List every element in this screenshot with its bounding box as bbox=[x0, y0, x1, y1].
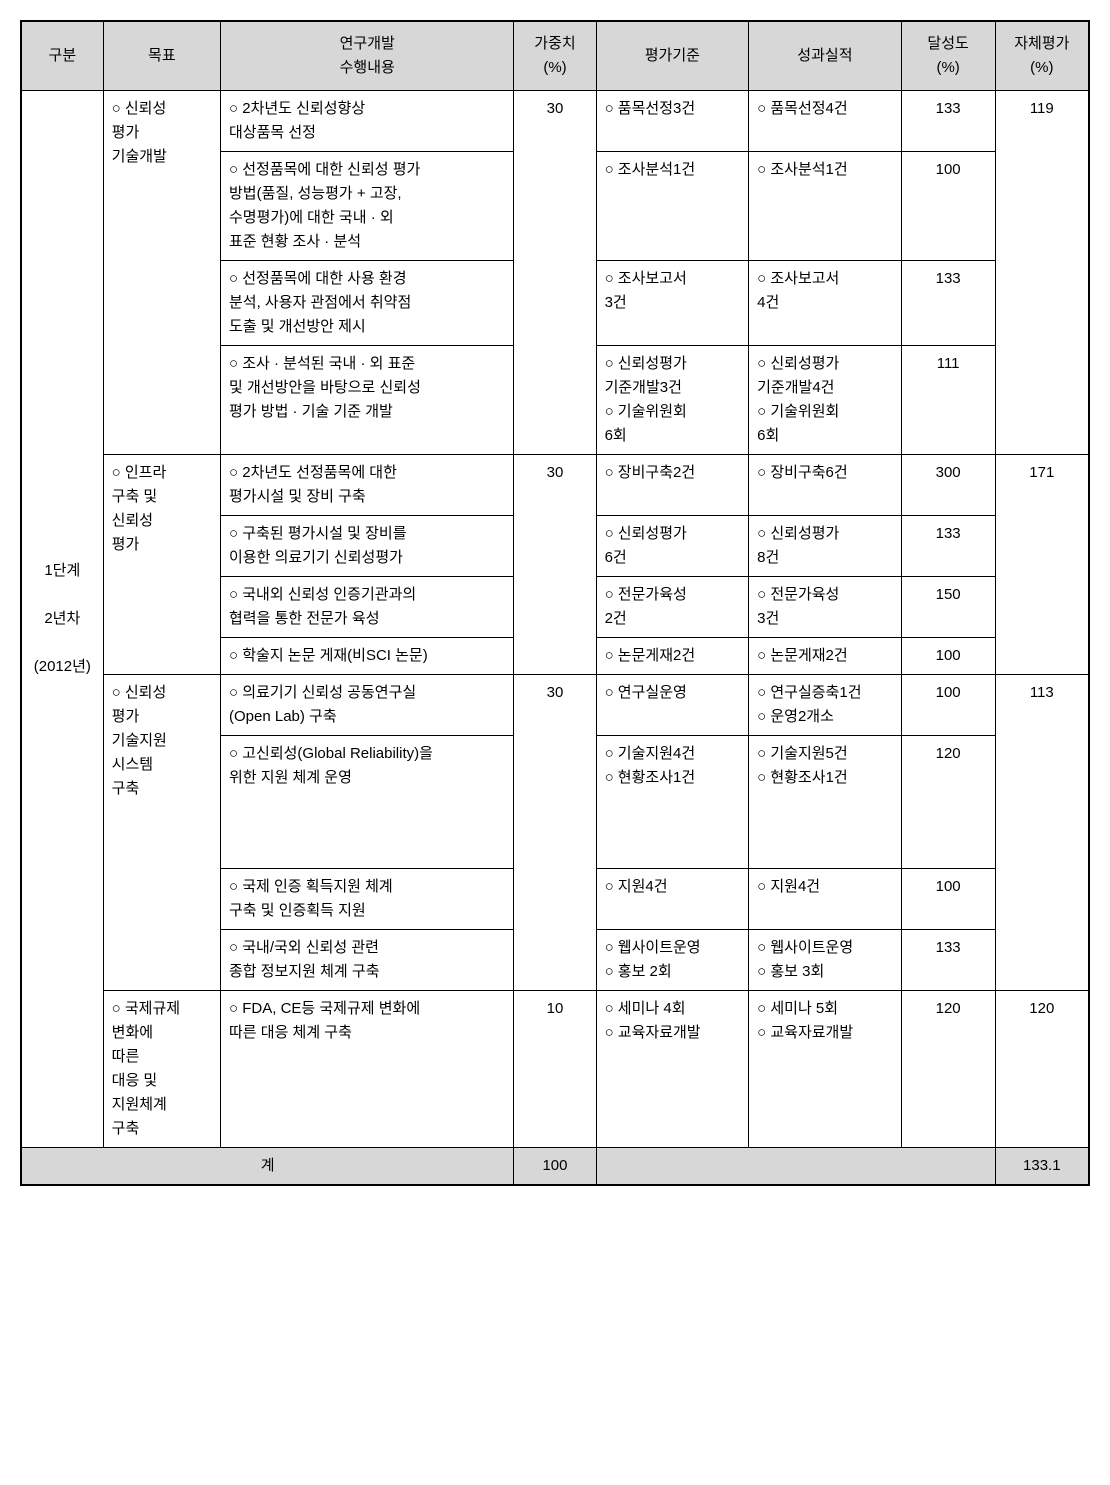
header-selfeval: 자체평가 (%) bbox=[995, 21, 1089, 91]
header-goal: 목표 bbox=[103, 21, 220, 91]
criteria-cell: ○ 연구실운영 bbox=[596, 675, 749, 736]
content-cell: ○ 조사 · 분석된 국내 · 외 표준 및 개선방안을 바탕으로 신뢰성 평가… bbox=[221, 346, 514, 455]
weight-cell: 30 bbox=[514, 455, 596, 675]
content-cell: ○ 국내/국외 신뢰성 관련 종합 정보지원 체계 구축 bbox=[221, 930, 514, 991]
selfeval-cell: 113 bbox=[995, 675, 1089, 991]
selfeval-cell: 171 bbox=[995, 455, 1089, 675]
content-cell: ○ 구축된 평가시설 및 장비를 이용한 의료기기 신뢰성평가 bbox=[221, 516, 514, 577]
result-cell: ○ 장비구축6건 bbox=[749, 455, 902, 516]
achieve-cell: 150 bbox=[901, 577, 995, 638]
header-category: 구분 bbox=[21, 21, 103, 91]
goal-cell: ○ 신뢰성 평가 기술개발 bbox=[103, 91, 220, 455]
achieve-cell: 133 bbox=[901, 91, 995, 152]
content-cell: ○ 국제 인증 획득지원 체계 구축 및 인증획득 지원 bbox=[221, 869, 514, 930]
header-weight: 가중치 (%) bbox=[514, 21, 596, 91]
result-cell: ○ 기술지원5건 ○ 현황조사1건 bbox=[749, 736, 902, 869]
content-cell: ○ 고신뢰성(Global Reliability)을 위한 지원 체계 운영 bbox=[221, 736, 514, 869]
weight-cell: 30 bbox=[514, 675, 596, 991]
content-cell: ○ FDA, CE등 국제규제 변화에 따른 대응 체계 구축 bbox=[221, 991, 514, 1148]
evaluation-table: 구분 목표 연구개발 수행내용 가중치 (%) 평가기준 성과실적 달성도 (%… bbox=[20, 20, 1090, 1186]
header-criteria: 평가기준 bbox=[596, 21, 749, 91]
result-cell: ○ 조사보고서 4건 bbox=[749, 261, 902, 346]
goal-cell: ○ 신뢰성 평가 기술지원 시스템 구축 bbox=[103, 675, 220, 991]
header-content: 연구개발 수행내용 bbox=[221, 21, 514, 91]
goal-cell: ○ 국제규제 변화에 따른 대응 및 지원체계 구축 bbox=[103, 991, 220, 1148]
header-achieve: 달성도 (%) bbox=[901, 21, 995, 91]
content-cell: ○ 선정품목에 대한 신뢰성 평가 방법(품질, 성능평가 + 고장, 수명평가… bbox=[221, 152, 514, 261]
criteria-cell: ○ 세미나 4회 ○ 교육자료개발 bbox=[596, 991, 749, 1148]
achieve-cell: 100 bbox=[901, 638, 995, 675]
achieve-cell: 100 bbox=[901, 869, 995, 930]
content-cell: ○ 2차년도 신뢰성향상 대상품목 선정 bbox=[221, 91, 514, 152]
selfeval-cell: 119 bbox=[995, 91, 1089, 455]
content-cell: ○ 2차년도 선정품목에 대한 평가시설 및 장비 구축 bbox=[221, 455, 514, 516]
achieve-cell: 133 bbox=[901, 261, 995, 346]
achieve-cell: 111 bbox=[901, 346, 995, 455]
achieve-cell: 133 bbox=[901, 930, 995, 991]
header-result: 성과실적 bbox=[749, 21, 902, 91]
result-cell: ○ 조사분석1건 bbox=[749, 152, 902, 261]
weight-cell: 10 bbox=[514, 991, 596, 1148]
selfeval-cell: 120 bbox=[995, 991, 1089, 1148]
result-cell: ○ 세미나 5회 ○ 교육자료개발 bbox=[749, 991, 902, 1148]
criteria-cell: ○ 논문게재2건 bbox=[596, 638, 749, 675]
criteria-cell: ○ 기술지원4건 ○ 현황조사1건 bbox=[596, 736, 749, 869]
table-row: ○ 국제규제 변화에 따른 대응 및 지원체계 구축 ○ FDA, CE등 국제… bbox=[21, 991, 1089, 1148]
result-cell: ○ 신뢰성평가 기준개발4건 ○ 기술위원회 6회 bbox=[749, 346, 902, 455]
content-cell: ○ 선정품목에 대한 사용 환경 분석, 사용자 관점에서 취약점 도출 및 개… bbox=[221, 261, 514, 346]
criteria-cell: ○ 전문가육성 2건 bbox=[596, 577, 749, 638]
criteria-cell: ○ 장비구축2건 bbox=[596, 455, 749, 516]
header-row: 구분 목표 연구개발 수행내용 가중치 (%) 평가기준 성과실적 달성도 (%… bbox=[21, 21, 1089, 91]
achieve-cell: 100 bbox=[901, 152, 995, 261]
result-cell: ○ 품목선정4건 bbox=[749, 91, 902, 152]
goal-cell: ○ 인프라 구축 및 신뢰성 평가 bbox=[103, 455, 220, 675]
total-row: 계 100 133.1 bbox=[21, 1148, 1089, 1186]
weight-cell: 30 bbox=[514, 91, 596, 455]
total-blank bbox=[596, 1148, 995, 1186]
content-cell: ○ 학술지 논문 게재(비SCI 논문) bbox=[221, 638, 514, 675]
criteria-cell: ○ 웹사이트운영 ○ 홍보 2회 bbox=[596, 930, 749, 991]
content-cell: ○ 국내외 신뢰성 인증기관과의 협력을 통한 전문가 육성 bbox=[221, 577, 514, 638]
result-cell: ○ 전문가육성 3건 bbox=[749, 577, 902, 638]
table-row: ○ 신뢰성 평가 기술지원 시스템 구축 ○ 의료기기 신뢰성 공동연구실 (O… bbox=[21, 675, 1089, 736]
content-cell: ○ 의료기기 신뢰성 공동연구실 (Open Lab) 구축 bbox=[221, 675, 514, 736]
total-selfeval: 133.1 bbox=[995, 1148, 1089, 1186]
achieve-cell: 120 bbox=[901, 736, 995, 869]
total-weight: 100 bbox=[514, 1148, 596, 1186]
table-row: 1단계 2년차 (2012년) ○ 신뢰성 평가 기술개발 ○ 2차년도 신뢰성… bbox=[21, 91, 1089, 152]
achieve-cell: 100 bbox=[901, 675, 995, 736]
result-cell: ○ 연구실증축1건 ○ 운영2개소 bbox=[749, 675, 902, 736]
criteria-cell: ○ 신뢰성평가 기준개발3건 ○ 기술위원회 6회 bbox=[596, 346, 749, 455]
criteria-cell: ○ 지원4건 bbox=[596, 869, 749, 930]
category-cell: 1단계 2년차 (2012년) bbox=[21, 91, 103, 1148]
result-cell: ○ 논문게재2건 bbox=[749, 638, 902, 675]
table-row: ○ 인프라 구축 및 신뢰성 평가 ○ 2차년도 선정품목에 대한 평가시설 및… bbox=[21, 455, 1089, 516]
criteria-cell: ○ 품목선정3건 bbox=[596, 91, 749, 152]
result-cell: ○ 신뢰성평가 8건 bbox=[749, 516, 902, 577]
result-cell: ○ 웹사이트운영 ○ 홍보 3회 bbox=[749, 930, 902, 991]
achieve-cell: 300 bbox=[901, 455, 995, 516]
criteria-cell: ○ 신뢰성평가 6건 bbox=[596, 516, 749, 577]
criteria-cell: ○ 조사보고서 3건 bbox=[596, 261, 749, 346]
criteria-cell: ○ 조사분석1건 bbox=[596, 152, 749, 261]
total-label: 계 bbox=[21, 1148, 514, 1186]
achieve-cell: 120 bbox=[901, 991, 995, 1148]
result-cell: ○ 지원4건 bbox=[749, 869, 902, 930]
achieve-cell: 133 bbox=[901, 516, 995, 577]
